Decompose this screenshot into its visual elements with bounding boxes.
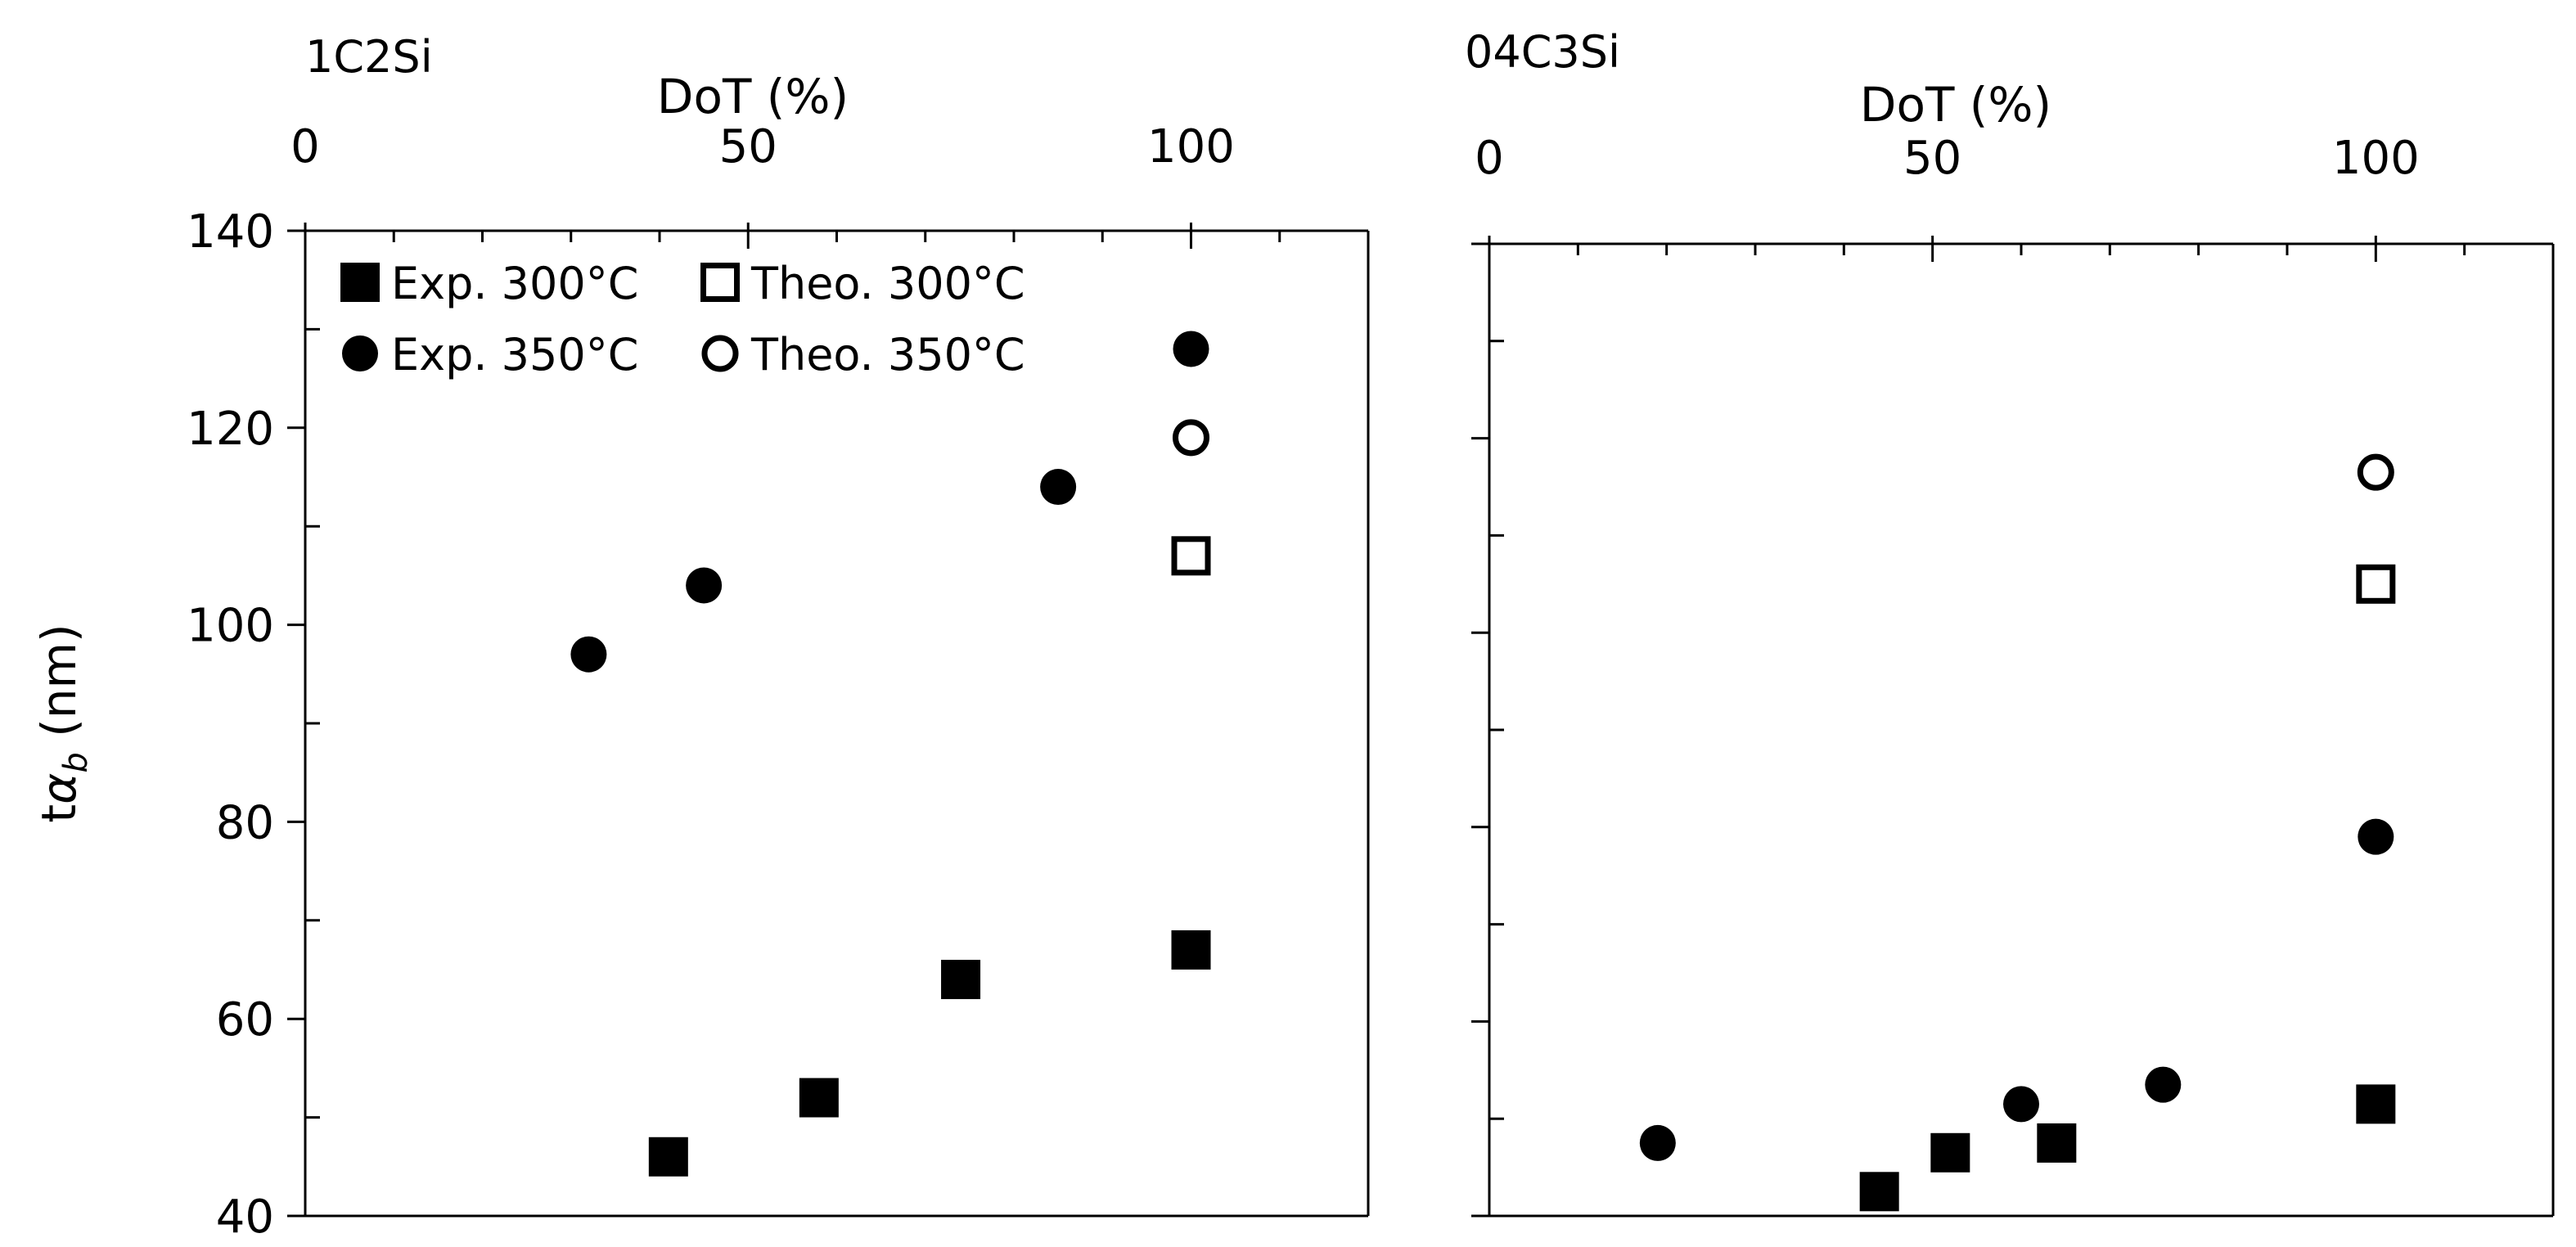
data-point-circle-open [2357,453,2394,491]
data-point-square-filled [1930,1132,1970,1173]
data-point-square-filled [1171,930,1211,970]
legend-marker-square-filled [340,263,380,302]
legend-label: Theo. 350°C [750,329,1025,380]
data-point-circle-filled [1639,1124,1676,1161]
y-axis-label: tαb (nm) [31,624,95,822]
y-tick-label: 140 [187,205,274,259]
legend-label: Exp. 300°C [391,258,638,309]
data-point-square-filled [799,1078,839,1118]
chart-title: 04C3Si [1465,26,1620,78]
x-tick-label: 0 [290,120,320,173]
data-point-circle-filled [686,567,723,604]
x-axis-label: DoT (%) [657,69,849,124]
y-axis-label-part-2: α [31,773,87,804]
chart-panel-1: 1C2Si DoT (%) 0 50 100 40 60 80 100 120 140 tαb (nm… [31,31,1370,1244]
data-point-square-open [2356,564,2396,604]
data-point-square-filled [2356,1084,2396,1124]
y-tick-label: 100 [187,600,274,653]
data-point-square-filled [941,960,981,1000]
legend-label: Exp. 350°C [391,329,638,380]
x-tick-label: 50 [719,120,777,173]
x-tick-label: 100 [1147,120,1235,173]
chart-title: 1C2Si [305,31,433,83]
legend-marker-circle-open [701,335,739,372]
data-point-circle-filled [1173,331,1209,367]
y-tick-label: 40 [216,1191,274,1243]
x-tick-label: 100 [2332,132,2420,185]
data-point-circle-filled [2145,1066,2182,1103]
legend-marker-circle-filled [342,335,378,371]
data-point-circle-filled [2358,818,2394,855]
data-point-circle-filled [2003,1086,2039,1123]
data-point-square-filled [648,1137,688,1177]
y-tick-label: 80 [216,796,274,849]
data-point-square-filled [1859,1172,1899,1212]
legend-label: Theo. 300°C [750,258,1025,309]
data-point-square-filled [2037,1123,2077,1163]
y-axis-label-part-3: b [57,752,95,772]
legend-marker-square-open [700,263,740,302]
y-tick-label: 120 [187,403,274,456]
y-axis-label-part-1: t [31,804,87,823]
x-tick-label: 50 [1903,132,1961,185]
data-point-circle-filled [570,636,607,673]
y-tick-label: 60 [216,993,274,1047]
data-point-circle-open [1173,419,1209,457]
y-axis-label-part-4: (nm) [31,624,87,752]
x-axis-label: DoT (%) [1860,77,2051,133]
data-point-circle-filled [1040,469,1077,506]
x-tick-label: 0 [1475,132,1504,185]
chart-panel-2: 04C3Si DoT (%) 0 50 100 [1465,26,2555,1218]
data-point-square-open [1171,536,1211,576]
